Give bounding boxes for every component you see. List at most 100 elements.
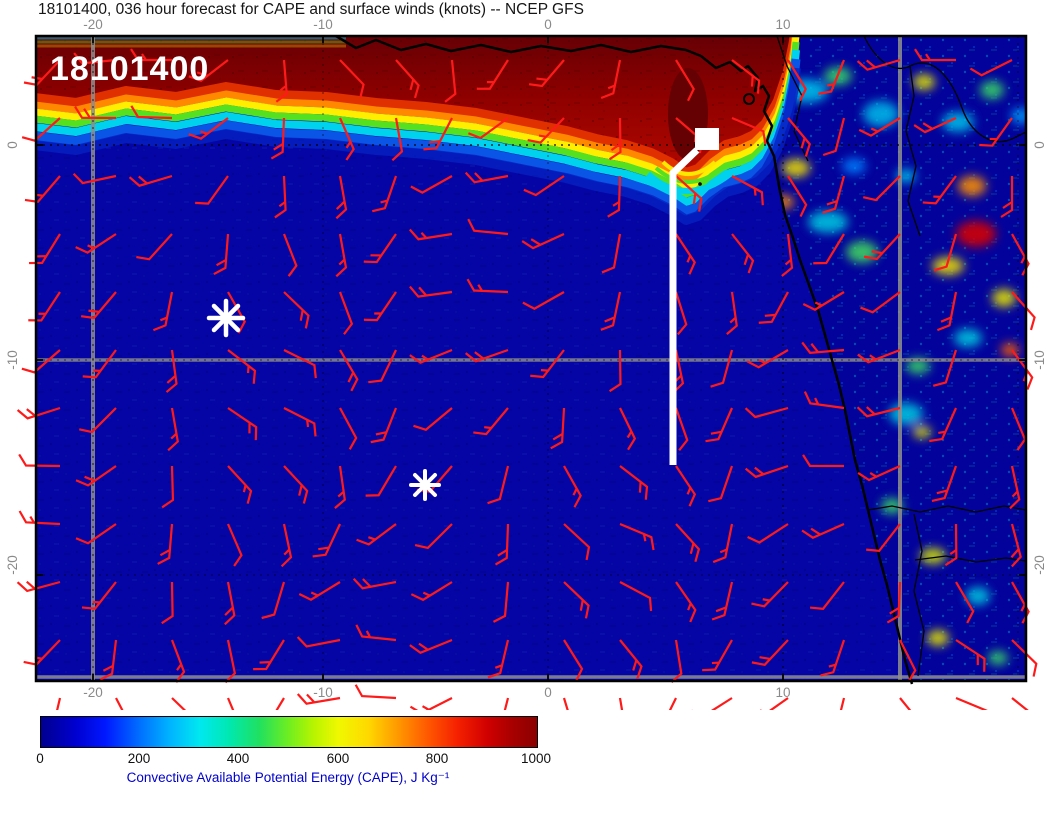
wind-barb [747, 523, 789, 544]
timestamp-overlay: 18101400 [50, 50, 209, 88]
wind-barb [464, 348, 509, 363]
wind-barb [296, 636, 341, 648]
wind-barb [354, 684, 397, 700]
wind-barb [820, 639, 846, 677]
wind-barb [356, 523, 397, 546]
wind-barb [188, 59, 229, 82]
wind-barb [409, 697, 453, 710]
wind-barb [600, 59, 622, 100]
wind-barb [487, 465, 510, 505]
wind-barb [352, 577, 397, 590]
wind-barb [73, 52, 117, 65]
wind-barb [409, 348, 453, 364]
wind-barb [563, 581, 590, 619]
wind-barb [979, 117, 1013, 147]
wind-barb [691, 697, 733, 710]
wind-barb [856, 58, 901, 71]
wind-barb [408, 228, 453, 241]
colorbar-tick-4: 800 [425, 751, 449, 766]
wind-barb [115, 697, 133, 710]
wind-barb [747, 697, 789, 710]
wind-barb [136, 233, 173, 261]
wind-barb [16, 406, 61, 420]
wind-barb [283, 465, 309, 504]
wind-barb [476, 59, 509, 90]
wind-barb [822, 117, 846, 157]
wind-barb [370, 407, 398, 444]
wind-barb [619, 522, 655, 551]
wind-barb [227, 465, 253, 504]
wind-barb [550, 407, 566, 450]
wind-barb [213, 233, 230, 276]
axis-tick-right-2: -20 [1032, 555, 1047, 575]
marker-asterisk-2 [409, 469, 441, 501]
axis-tick-top-2: 0 [544, 17, 552, 32]
wind-barb [712, 523, 734, 564]
marker-track-line [669, 147, 700, 465]
wind-barb [787, 117, 811, 157]
wind-barb [781, 233, 794, 277]
wind-barb [858, 117, 901, 137]
wind-barb [802, 291, 845, 311]
wind-barb [744, 464, 789, 479]
wind-barb [261, 581, 286, 620]
wind-barb [563, 639, 584, 682]
wind-barb [818, 59, 846, 95]
wind-barb [726, 291, 738, 335]
wind-barb [608, 349, 622, 393]
wind-barb [787, 175, 808, 218]
wind-barb [165, 349, 178, 393]
wind-barb [675, 59, 695, 102]
wind-barb [860, 291, 901, 314]
colorbar-tick-3: 600 [326, 751, 350, 766]
wind-barb [523, 175, 565, 197]
wind-barb [224, 639, 237, 684]
wind-barb [338, 291, 354, 335]
wind-barb [619, 639, 643, 680]
wind-barb [731, 175, 764, 206]
wind-barb [410, 175, 453, 194]
wind-barb [355, 624, 397, 642]
wind-barb [922, 175, 957, 205]
wind-barb [933, 233, 958, 272]
wind-barb [339, 407, 358, 450]
cape-field [36, 36, 1026, 681]
wind-barb [857, 348, 901, 364]
wind-barb [751, 581, 789, 608]
wind-barb [39, 697, 62, 710]
wind-barb [188, 117, 229, 140]
wind-barb [79, 407, 117, 434]
wind-barb [157, 523, 174, 565]
wind-barb [562, 697, 576, 710]
colorbar-tick-0: 0 [36, 751, 44, 766]
page-title: 18101400, 036 hour forecast for CAPE and… [38, 1, 584, 18]
wind-barb [801, 341, 845, 354]
wind-barb [72, 172, 117, 185]
wind-barb [486, 697, 510, 710]
wind-barb [702, 639, 733, 672]
wind-barb [487, 639, 510, 679]
axis-tick-left-2: -20 [5, 555, 20, 575]
wind-barb [822, 175, 846, 214]
axis-tick-bottom-3: 10 [775, 685, 791, 700]
wind-barb [81, 581, 117, 610]
axis-tick-bottom-0: -20 [83, 685, 103, 700]
wind-barb [711, 581, 734, 621]
wind-barb [492, 581, 510, 623]
wind-barb [932, 349, 958, 387]
colorbar-tick-1: 200 [127, 751, 151, 766]
wind-barb [675, 523, 701, 563]
wind-barb [969, 59, 1013, 77]
axis-tick-top-0: -20 [83, 17, 103, 32]
wind-barb [856, 406, 901, 418]
wind-barb [409, 638, 453, 654]
wind-barb [787, 59, 807, 102]
wind-barb [274, 175, 287, 219]
wind-barb [161, 465, 175, 509]
wind-barb [16, 580, 61, 593]
wind-barb [563, 465, 582, 508]
wind-barb [365, 465, 397, 497]
wind-barb [913, 116, 957, 134]
wind-barb [371, 175, 398, 213]
wind-barb [99, 639, 118, 681]
